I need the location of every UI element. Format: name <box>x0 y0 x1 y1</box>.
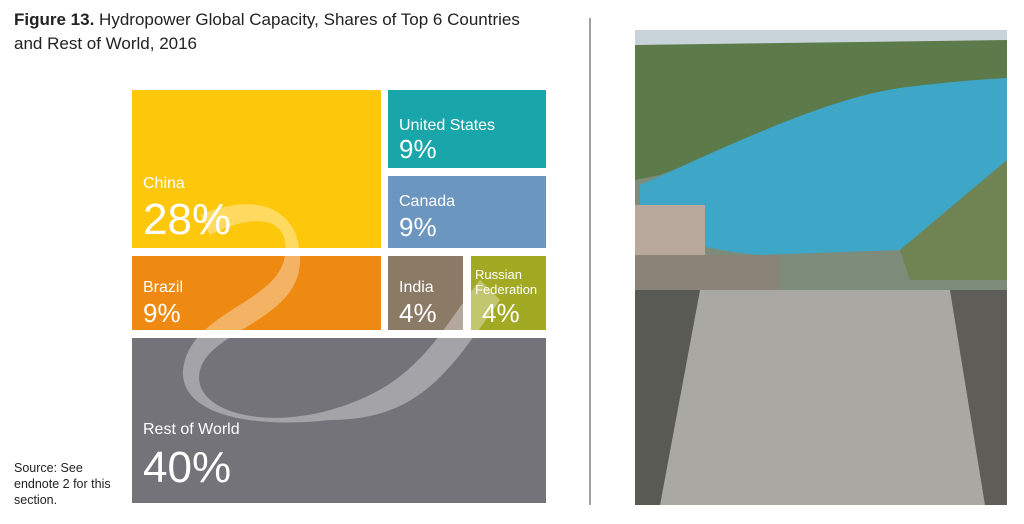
category-label: Russian Federation <box>475 267 538 297</box>
category-label: China <box>143 175 185 192</box>
treemap-cell: Canada 9% <box>388 176 546 248</box>
treemap-cell: Russian Federation 4% <box>471 256 546 330</box>
title-block: Figure 13. Hydropower Global Capacity, S… <box>14 8 534 56</box>
source-note: Source: See endnote 2 for this section. <box>14 461 111 507</box>
chart-title: Hydropower Global Capacity, Shares of To… <box>14 10 520 53</box>
treemap: China 28% United States 9% Canada 9% Brazil 9% I… <box>132 90 546 503</box>
category-label: India <box>399 279 434 296</box>
category-label: Canada <box>399 193 456 210</box>
treemap-cell: Brazil 9% <box>132 256 381 330</box>
figure-label: Figure 13. <box>14 10 95 29</box>
treemap-cell: China 28% <box>132 90 381 248</box>
lake <box>640 78 1007 255</box>
wall-right <box>950 290 1007 505</box>
value-label: 9% <box>143 298 181 328</box>
category-label: United States <box>399 117 496 134</box>
wall-left <box>635 290 700 505</box>
spillway <box>660 290 985 505</box>
treemap-cell: India 4% <box>388 256 463 330</box>
category-label: Rest of World <box>143 421 240 438</box>
value-label: 40% <box>143 443 232 492</box>
category-label: Brazil <box>143 279 184 296</box>
value-label: 4% <box>482 298 520 328</box>
photo <box>635 30 1007 505</box>
value-label: 9% <box>399 212 437 242</box>
treemap-cell: United States 9% <box>388 90 546 168</box>
treemap-cell: Rest of World 40% <box>132 338 546 503</box>
value-label: 9% <box>399 134 437 164</box>
bank <box>900 160 1007 280</box>
dam-top <box>635 255 780 290</box>
value-label: 28% <box>143 195 232 244</box>
value-label: 4% <box>399 298 437 328</box>
